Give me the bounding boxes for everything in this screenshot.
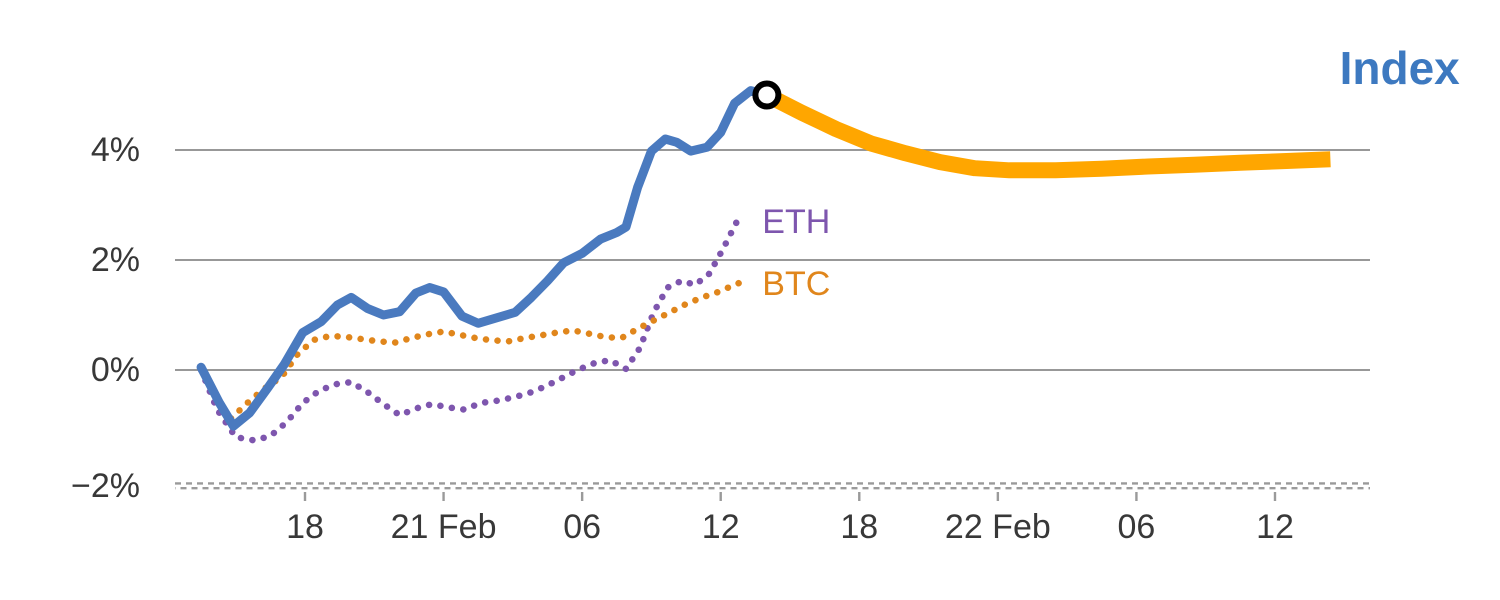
- series-index-line: [196, 86, 772, 431]
- y-tick-label: 2%: [91, 241, 140, 279]
- y-tick-label: −2%: [71, 467, 140, 505]
- y-tick-label: 4%: [91, 131, 140, 169]
- btc-label: BTC: [762, 265, 830, 303]
- x-tick-label: 12: [1256, 508, 1294, 546]
- x-tick-label: 21 Feb: [391, 508, 497, 546]
- x-tick-label: 12: [702, 508, 740, 546]
- x-tick-label: 06: [1118, 508, 1156, 546]
- x-tick-label: 06: [563, 508, 601, 546]
- x-tick-label: 22 Feb: [945, 508, 1051, 546]
- index-label: Index: [1340, 42, 1461, 94]
- y-tick-label: 0%: [91, 351, 140, 389]
- peak-marker: [752, 80, 782, 110]
- x-tick-label: 18: [286, 508, 324, 546]
- x-tick-label: 18: [840, 508, 878, 546]
- series-eth-line: [197, 218, 741, 444]
- eth-label: ETH: [762, 203, 830, 241]
- series-btc-line: [197, 276, 752, 422]
- series-index-projection-line: [763, 87, 1331, 179]
